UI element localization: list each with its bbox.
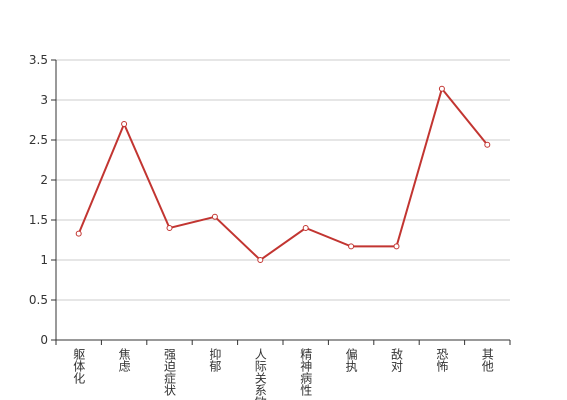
x-tick-label: 其他 [480,348,494,372]
point [348,243,355,250]
y-tick-label: 1.5 [29,213,48,227]
x-tick-label: 强迫症状 [163,348,177,396]
point [302,225,309,231]
y-tick-label: 1 [40,253,48,267]
y-tick-label: 3 [40,93,48,107]
y-tick-label: 2 [40,173,48,187]
point [257,257,264,263]
x-tick-label: 焦虑 [117,348,131,372]
point [484,141,491,148]
line [77,86,489,262]
x-tick-label: 躯体化 [72,347,86,385]
x-tick-label: 恐怖 [435,348,449,372]
point [211,213,218,220]
y-tick-label: 0.5 [29,293,48,307]
point [438,85,445,92]
y-tick-label: 3.5 [29,53,48,67]
point [75,230,82,237]
point [121,121,128,127]
y-tick-label: 0 [40,333,48,347]
x-tick-label: 偏执 [344,347,358,373]
x-tick-label: 敌对 [390,347,404,372]
point [393,243,400,250]
x-tick-label: 精神病性 [299,348,313,397]
x-tick-label: 人际关系敏感 [253,348,267,400]
y-tick-label: 2.5 [29,133,48,147]
point [166,225,173,231]
x-tick-label: 抑郁 [208,347,222,373]
